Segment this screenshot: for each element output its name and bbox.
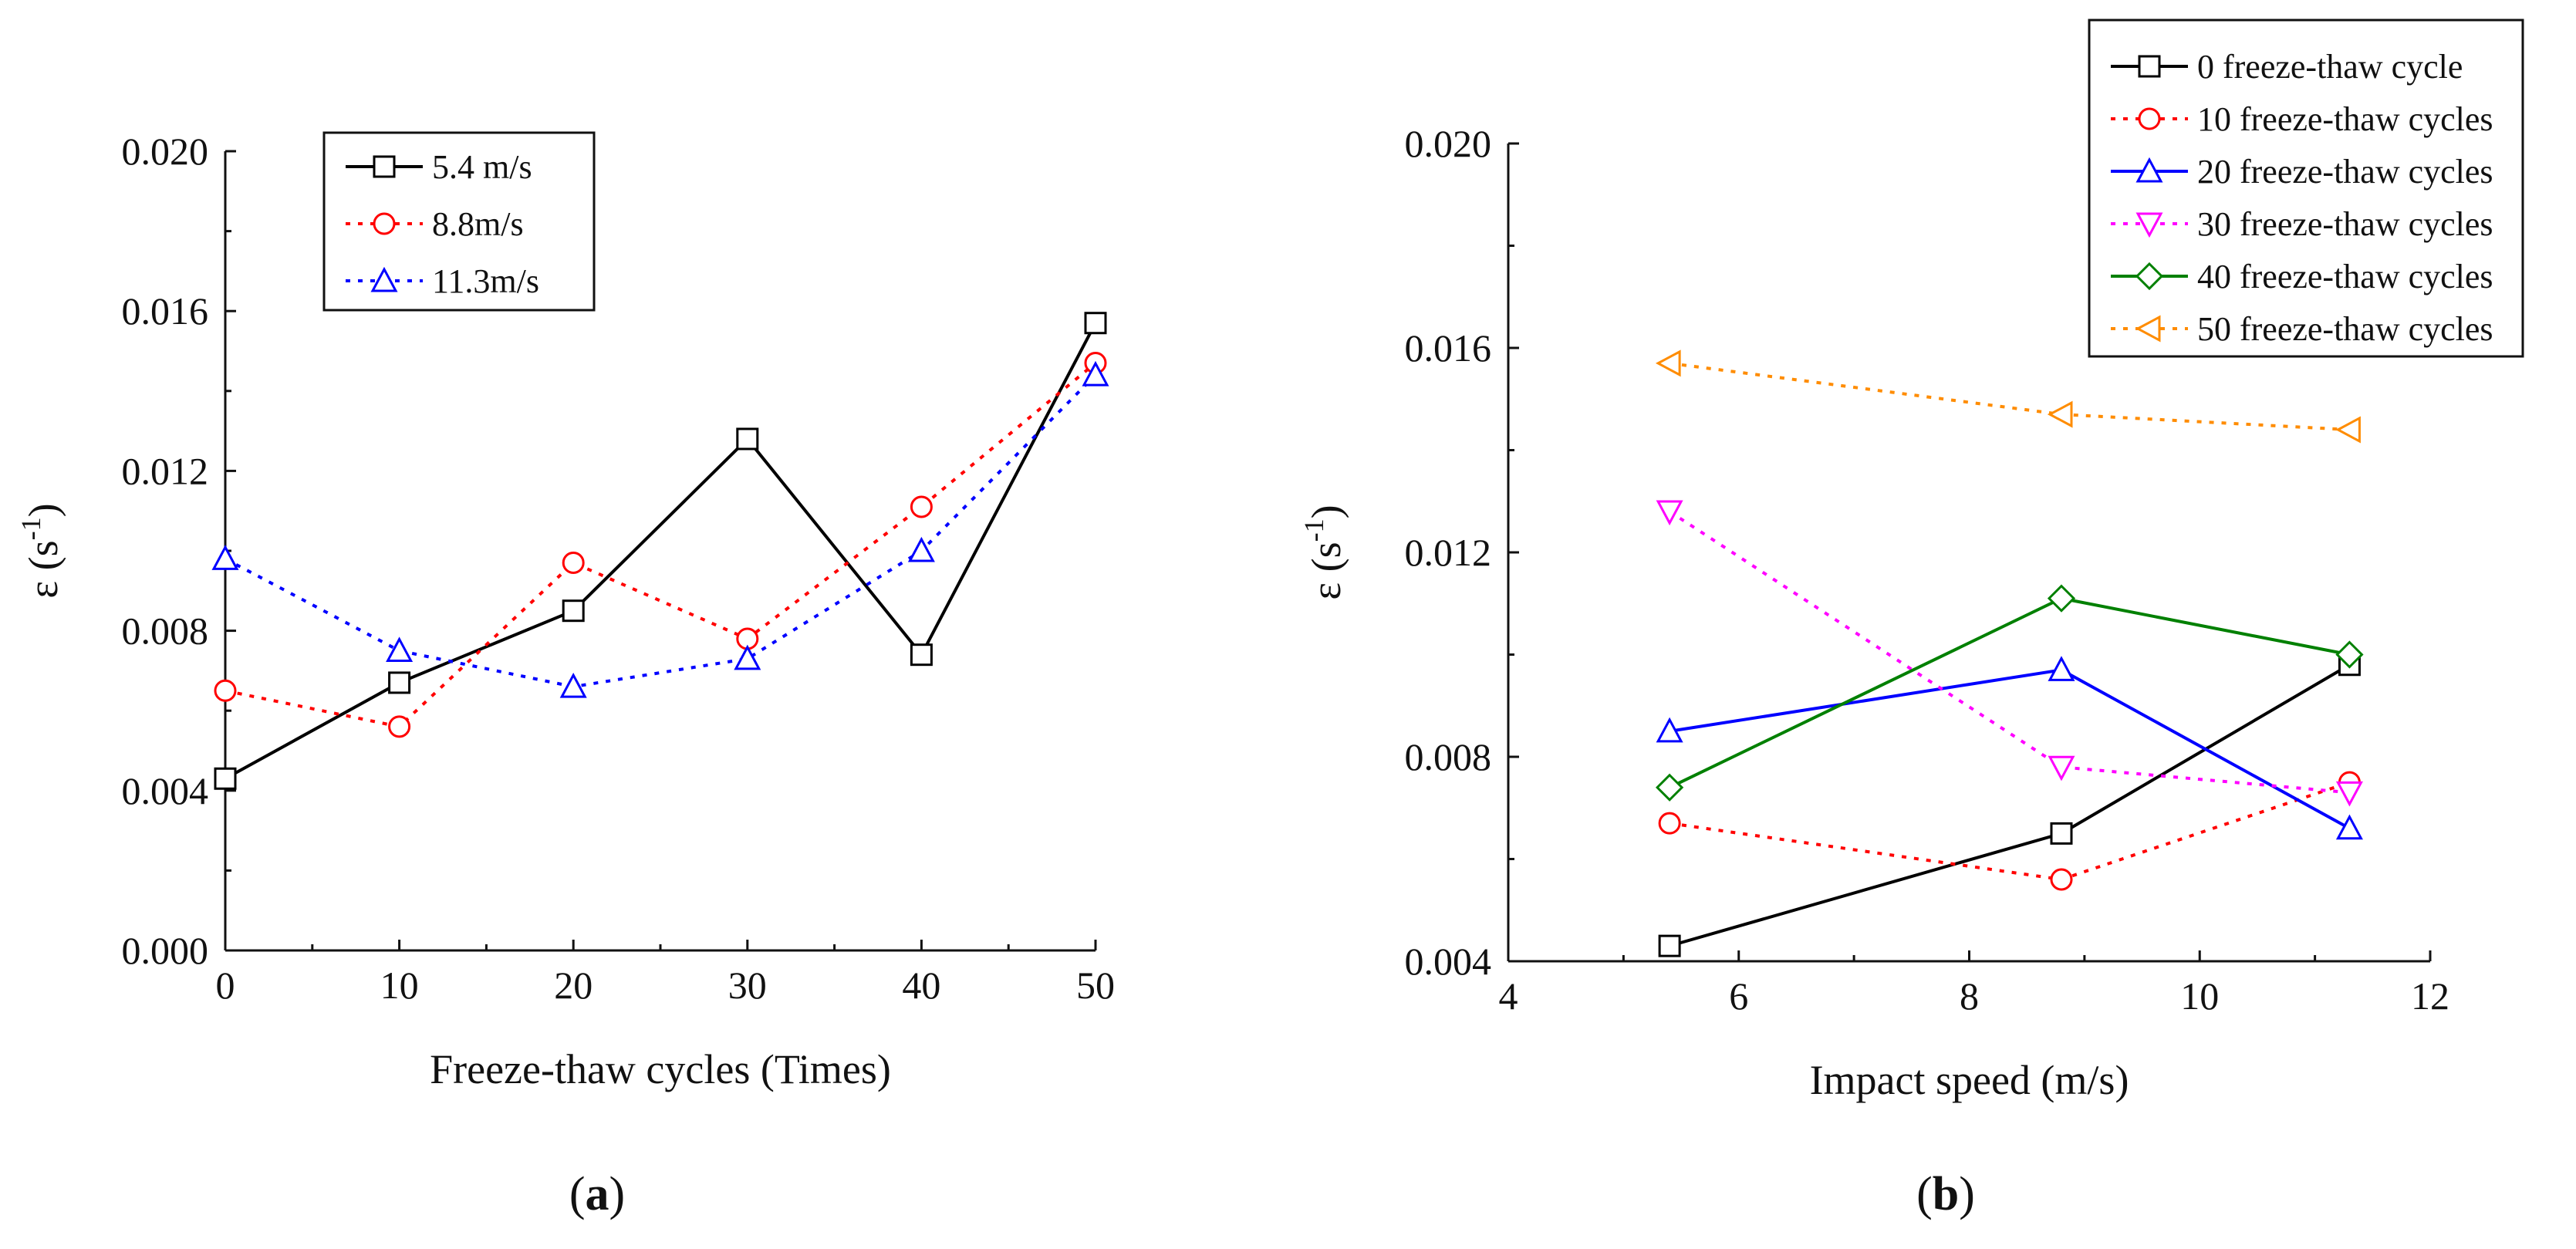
b-series-3-point	[2335, 781, 2363, 807]
b-y-tick-label: 0.008	[1405, 735, 1492, 778]
b-legend-label-3: 30 freeze-thaw cycles	[2197, 205, 2493, 243]
a-legend-label-0: 5.4 m/s	[432, 148, 532, 186]
a-series-2-point	[734, 644, 761, 670]
a-legend-box	[322, 131, 596, 312]
b-panel-label: (b)	[1916, 1168, 1975, 1220]
a-series-2-point	[211, 545, 239, 570]
b-legend-label-0: 0 freeze-thaw cycle	[2197, 48, 2463, 86]
b-series-0-point	[2050, 822, 2073, 845]
a-series-1-point	[910, 495, 933, 518]
b-series-2-point	[2048, 656, 2075, 681]
a-panel-label: (a)	[569, 1168, 625, 1220]
a-series-1-point	[562, 552, 585, 575]
a-series-0-point	[562, 599, 585, 623]
a-series-0-point	[1084, 312, 1107, 335]
a-y-tick-label: 0.004	[122, 769, 209, 812]
a-legend-marker-1	[373, 212, 396, 235]
a-series-0-point	[910, 643, 933, 667]
a-series-line-0	[225, 322, 1097, 781]
b-x-tick-label: 12	[2411, 974, 2449, 1018]
b-series-line-0	[1669, 663, 2351, 948]
a-x-tick-label: 40	[902, 964, 940, 1007]
a-legend-marker-2	[370, 266, 398, 292]
b-y-tick-label: 0.012	[1405, 531, 1492, 574]
b-series-line-2	[1669, 668, 2351, 830]
b-legend-label-2: 20 freeze-thaw cycles	[2197, 153, 2493, 191]
b-series-line-5	[1669, 361, 2350, 431]
a-series-2-point	[907, 536, 935, 562]
a-series-1-point	[388, 715, 411, 738]
b-legend-label-5: 50 freeze-thaw cycles	[2197, 310, 2493, 348]
b-legend-box	[2088, 19, 2524, 358]
b-series-1-point	[2050, 868, 2073, 891]
b-series-1-point	[1658, 812, 1681, 835]
a-y-tick-label: 0.012	[122, 449, 209, 492]
b-y-tick-label: 0.016	[1405, 326, 1492, 370]
a-series-2-point	[559, 672, 587, 698]
b-series-0-point	[1658, 934, 1681, 957]
b-legend-marker-3	[2135, 212, 2163, 238]
a-y-axis-title: ε (s-1)	[15, 503, 66, 598]
b-y-tick-label: 0.004	[1405, 940, 1492, 983]
b-legend-label-4: 40 freeze-thaw cycles	[2197, 258, 2493, 295]
a-series-2-point	[1082, 360, 1109, 387]
a-legend-label-2: 11.3m/s	[432, 262, 539, 300]
a-series-0-point	[736, 427, 759, 451]
b-series-3-point	[1656, 500, 1683, 526]
b-series-4-point	[2047, 584, 2076, 613]
a-series-line-1	[225, 361, 1097, 729]
b-series-5-point	[2047, 400, 2073, 428]
b-legend-marker-4	[2135, 262, 2164, 291]
a-y-tick-label: 0.000	[122, 929, 209, 972]
b-series-4-point	[1656, 773, 1684, 802]
a-series-line-2	[225, 373, 1097, 689]
b-y-axis-title: ε (s-1)	[1298, 505, 1349, 599]
a-series-2-point	[386, 636, 414, 662]
b-x-axis-title: Impact speed (m/s)	[1810, 1057, 2129, 1103]
b-series-5-point	[2335, 416, 2361, 444]
a-x-tick-label: 20	[554, 964, 593, 1007]
b-x-tick-label: 10	[2180, 974, 2219, 1018]
a-x-tick-label: 30	[728, 964, 767, 1007]
b-legend-marker-0	[2138, 55, 2161, 78]
chart-panel-b: 0.004 0.008 0.012 0.016 0.020 4 6 8 10 12 Impact s…	[1298, 19, 2524, 1220]
b-x-tick-label: 8	[1960, 974, 1979, 1018]
b-series-3-point	[2048, 755, 2075, 781]
a-series-0-point	[388, 671, 411, 694]
b-series-4-point	[2335, 640, 2364, 669]
b-legend-label-1: 10 freeze-thaw cycles	[2197, 100, 2493, 138]
a-x-tick-label: 10	[380, 964, 419, 1007]
b-series-2-point	[1656, 717, 1683, 743]
b-legend-marker-1	[2138, 107, 2161, 130]
b-series-2-point	[2335, 814, 2363, 840]
a-x-tick-label: 50	[1076, 964, 1115, 1007]
a-y-tick-label: 0.016	[122, 289, 209, 333]
b-series-5-point	[1655, 349, 1681, 377]
a-series-1-point	[214, 679, 237, 702]
b-series-line-3	[1669, 510, 2350, 795]
b-series-line-4	[1669, 596, 2350, 789]
a-x-axis-title: Freeze-thaw cycles (Times)	[430, 1046, 891, 1092]
b-series-line-1	[1669, 781, 2351, 882]
a-x-tick-label: 0	[216, 964, 235, 1007]
b-legend-marker-5	[2135, 315, 2161, 343]
a-y-tick-label: 0.020	[122, 130, 209, 173]
b-legend-marker-2	[2135, 157, 2163, 183]
b-x-tick-label: 4	[1499, 974, 1518, 1018]
a-legend-marker-0	[373, 155, 396, 178]
a-series-0-point	[214, 767, 237, 790]
b-y-tick-label: 0.020	[1405, 122, 1492, 165]
chart-panel-a: 0.000 0.004 0.008 0.012 0.016 0.020 0 10 20 30 40 5…	[15, 130, 1115, 1220]
b-x-tick-label: 6	[1729, 974, 1748, 1018]
a-legend-label-1: 8.8m/s	[432, 205, 524, 243]
a-y-tick-label: 0.008	[122, 609, 209, 653]
